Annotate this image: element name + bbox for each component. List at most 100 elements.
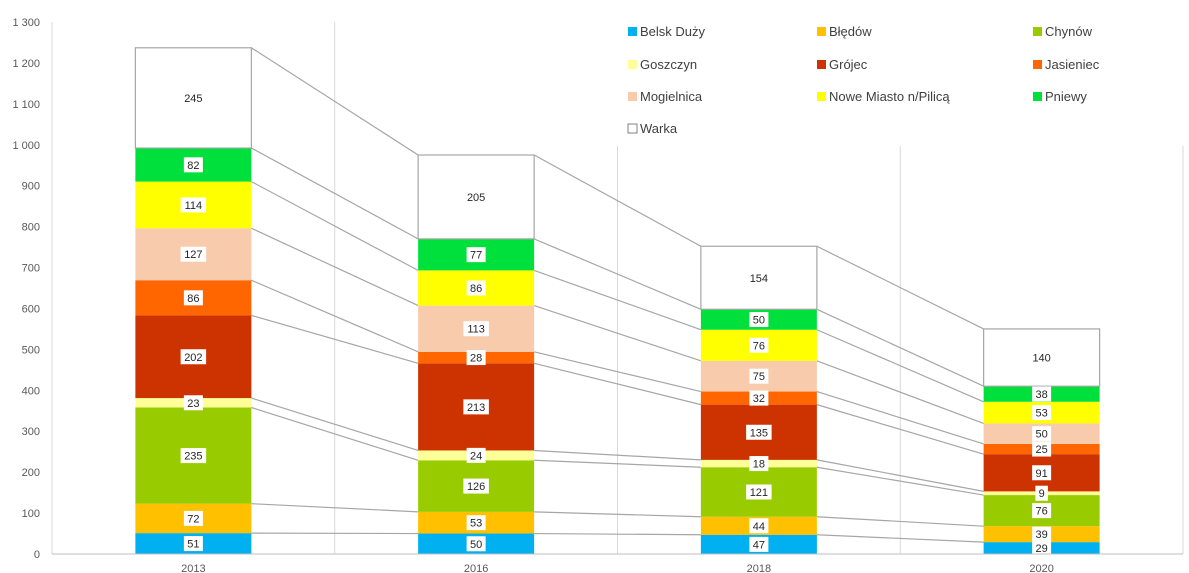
data-label: 44 (753, 521, 765, 533)
data-label-box (1032, 465, 1052, 481)
data-label-box (463, 478, 489, 494)
data-label-box (1032, 503, 1052, 519)
data-label: 76 (1036, 506, 1048, 518)
connector-line (816, 404, 984, 455)
data-label-box (466, 536, 486, 552)
connector-line (816, 466, 984, 496)
data-label-box (463, 321, 489, 337)
data-label-box (180, 349, 207, 365)
data-label: 235 (184, 451, 202, 463)
connector-line (816, 459, 984, 492)
connector-line (251, 181, 419, 271)
legend-swatch (628, 27, 637, 36)
data-label: 86 (187, 293, 199, 305)
legend-background (610, 16, 1184, 146)
legend-label: Błędów (829, 24, 872, 39)
data-label: 126 (467, 481, 485, 493)
data-label: 32 (753, 393, 765, 405)
data-label-box (1035, 485, 1048, 501)
data-label-box (183, 510, 203, 526)
data-label: 38 (1036, 389, 1048, 401)
data-label: 9 (1039, 488, 1045, 500)
legend-swatch (817, 92, 826, 101)
data-label-box (1032, 386, 1052, 402)
data-label: 76 (753, 340, 765, 352)
connector-line (251, 406, 419, 461)
legend-label: Grójec (829, 57, 868, 72)
data-label-box (749, 390, 769, 406)
connector-line (533, 351, 702, 393)
legend-swatch (817, 60, 826, 69)
data-label-box (746, 424, 772, 440)
data-label: 51 (187, 539, 199, 551)
y-tick-label: 1 300 (12, 17, 40, 29)
data-label: 245 (184, 93, 202, 105)
data-label-box (466, 515, 486, 531)
data-label-box (463, 399, 489, 415)
data-label: 205 (467, 192, 485, 204)
legend-swatch (628, 92, 637, 101)
legend-swatch (817, 27, 826, 36)
legend: Belsk Duży Błędów Chynów Goszczyn Grójec Jasi… (610, 16, 1184, 146)
legend-label: Belsk Duży (640, 24, 706, 39)
data-label: 113 (467, 324, 485, 336)
data-label: 75 (753, 371, 765, 383)
data-label-box (183, 157, 203, 173)
data-label: 77 (470, 250, 482, 262)
data-label: 82 (187, 160, 199, 172)
x-tick-label: 2020 (1029, 563, 1053, 573)
connector-line (533, 305, 702, 362)
data-label-box (746, 484, 772, 500)
y-tick-label: 200 (22, 467, 40, 479)
y-tick-label: 900 (22, 181, 40, 193)
y-axis: 0 100 200 300 400 500 600 700 800 900 1 000 1 100 1 … (12, 17, 40, 561)
connector-line (816, 516, 984, 527)
data-label-box (183, 536, 203, 552)
y-tick-label: 400 (22, 385, 40, 397)
connector-line (816, 245, 984, 330)
data-label-box (183, 290, 203, 306)
legend-label: Warka (640, 121, 678, 136)
data-label-box (749, 536, 769, 552)
data-label: 18 (753, 459, 765, 471)
data-label-box (1032, 405, 1052, 421)
y-tick-label: 300 (22, 426, 40, 438)
data-label: 72 (187, 513, 199, 525)
data-label: 29 (1036, 543, 1048, 555)
data-label-box (1032, 540, 1052, 556)
connector-line (533, 362, 702, 406)
connector-line (534, 511, 701, 518)
data-label: 28 (470, 353, 482, 365)
data-label: 47 (753, 539, 765, 551)
connector-line (251, 397, 419, 452)
legend-swatch (628, 60, 637, 69)
data-label: 25 (1036, 444, 1048, 456)
series-connector-lines (251, 47, 984, 543)
data-label-box (749, 337, 769, 353)
connector-line (251, 279, 419, 353)
data-label-box (1032, 441, 1052, 457)
data-label: 24 (470, 450, 482, 462)
connector-line (251, 227, 419, 307)
y-tick-label: 800 (22, 222, 40, 234)
connector-line (251, 147, 419, 240)
data-label-box (466, 280, 486, 296)
bar-segment (983, 328, 1101, 387)
data-label: 140 (1032, 353, 1050, 365)
data-label: 86 (470, 283, 482, 295)
data-label: 91 (1036, 468, 1048, 480)
data-label: 23 (187, 398, 199, 410)
legend-label: Goszczyn (640, 57, 697, 72)
bar-segment (417, 154, 535, 240)
data-label: 154 (750, 273, 768, 285)
legend-label: Mogielnica (640, 89, 703, 104)
data-label-box (1032, 426, 1052, 442)
y-tick-label: 1 100 (12, 99, 40, 111)
connector-line (816, 390, 984, 445)
legend-label: Pniewy (1045, 89, 1087, 104)
data-label-box (749, 368, 769, 384)
connector-line (816, 360, 984, 425)
data-label-box (466, 350, 486, 366)
data-label: 213 (467, 402, 485, 414)
